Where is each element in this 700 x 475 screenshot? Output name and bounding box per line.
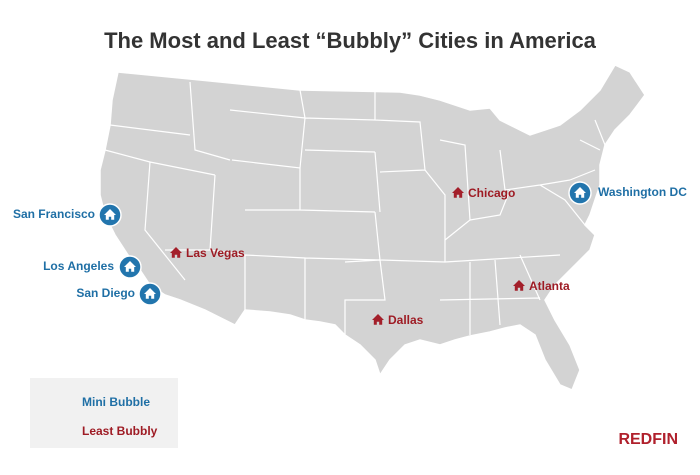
city-label: Las Vegas <box>186 246 245 260</box>
map-title: The Most and Least “Bubbly” Cities in Am… <box>104 28 597 53</box>
city-label: Atlanta <box>529 279 570 293</box>
us-map <box>99 64 646 391</box>
us-outline <box>99 64 646 391</box>
house-glyph <box>144 288 156 299</box>
legend-least-bubbly: Least Bubbly <box>82 424 158 438</box>
house-glyph <box>124 261 136 272</box>
brand-logo: REDFIN <box>618 431 678 448</box>
city-label: San Diego <box>76 286 135 300</box>
city-label: Dallas <box>388 313 424 327</box>
city-label: Washington DC <box>598 185 687 199</box>
city-label: Los Angeles <box>43 259 114 273</box>
city-label: San Francisco <box>13 207 95 221</box>
city-label: Chicago <box>468 186 515 200</box>
legend-mini-bubble: Mini Bubble <box>82 395 150 409</box>
house-glyph <box>104 209 116 220</box>
house-glyph <box>574 187 586 198</box>
state-borders <box>104 81 606 335</box>
house-icon <box>513 280 525 291</box>
legend-box <box>30 378 178 448</box>
house-icon <box>452 187 464 198</box>
house-icon <box>372 314 384 325</box>
house-icon <box>170 247 182 258</box>
